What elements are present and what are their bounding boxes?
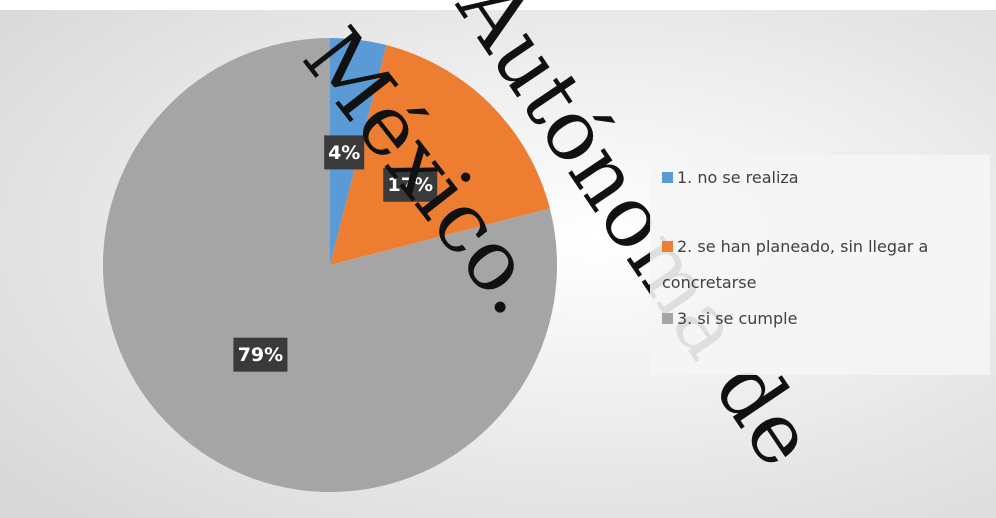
data-label: 4% [328,142,360,164]
data-label: 17% [388,174,433,196]
legend-swatch [662,313,673,324]
data-label: 79% [238,344,283,366]
legend-swatch [662,241,673,252]
legend-label: 1. no se realiza [677,168,799,187]
legend-item: 1. no se realiza [662,160,982,196]
legend-item: 2. se han planeado, sin llegar a concret… [662,229,982,301]
pie-slice [330,45,550,265]
legend-label: 2. se han planeado, sin llegar a concret… [662,237,929,292]
data-label-box [383,167,438,202]
legend-swatch [662,172,673,183]
data-label-box [324,135,365,170]
data-label-box [233,337,288,372]
legend: 1. no se realiza 2. se han planeado, sin … [650,155,990,375]
legend-label: 3. si se cumple [677,309,798,328]
legend-item: 3. si se cumple [662,301,982,337]
pie-slice [102,38,557,492]
